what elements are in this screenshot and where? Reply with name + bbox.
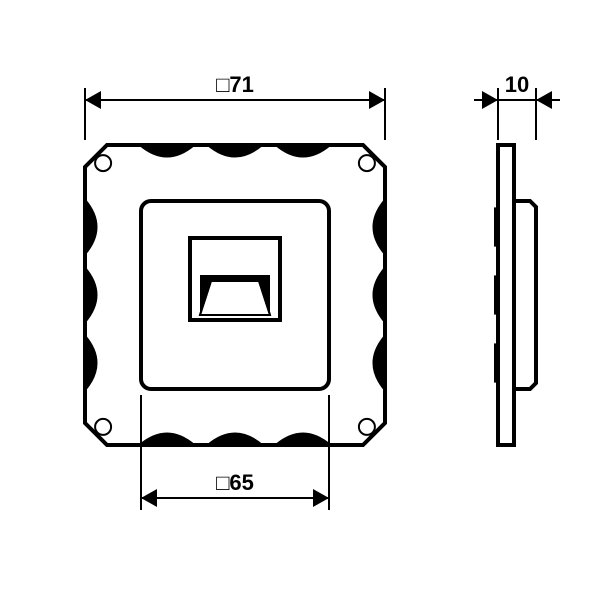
- screw-hole: [359, 155, 375, 171]
- screw-hole: [359, 419, 375, 435]
- dimension-value: 10: [505, 72, 529, 97]
- dimension-label: □71: [216, 72, 254, 97]
- square-symbol: □: [216, 470, 229, 495]
- keystone-cavity: [200, 281, 270, 315]
- square-symbol: □: [216, 72, 229, 97]
- dimension-value: 65: [229, 470, 253, 495]
- dimension: □71: [85, 72, 385, 140]
- side-face-profile: [514, 201, 536, 389]
- dimension-label: □65: [216, 470, 254, 495]
- side-tab-bump: [494, 207, 498, 246]
- screw-hole: [95, 155, 111, 171]
- front-view: [85, 145, 385, 445]
- side-back-plate: [498, 145, 514, 445]
- dimension: 10: [474, 72, 560, 140]
- side-view: [494, 145, 536, 445]
- side-tab-bump: [494, 275, 498, 314]
- side-tab-bump: [494, 343, 498, 382]
- screw-hole: [95, 419, 111, 435]
- dimension-value: 71: [229, 72, 253, 97]
